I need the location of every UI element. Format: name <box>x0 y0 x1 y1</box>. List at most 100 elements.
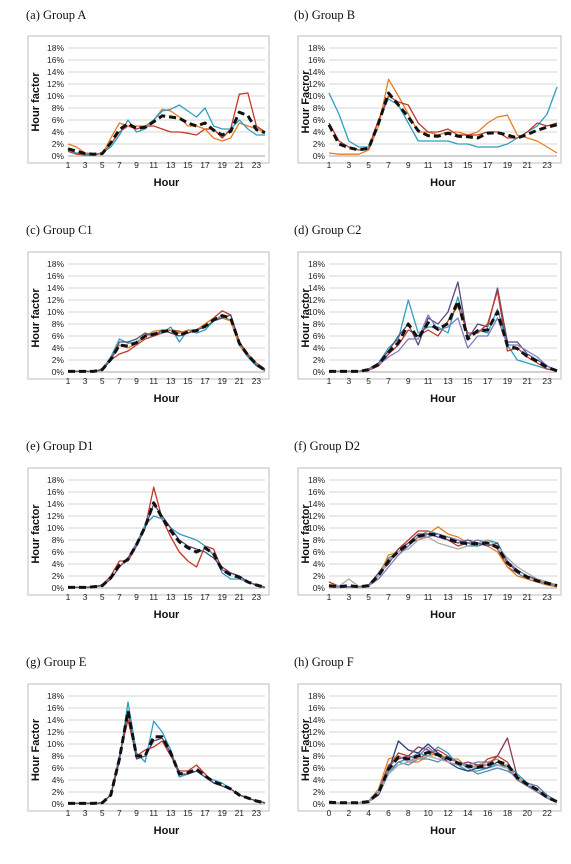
chart-title: (h) Group F <box>294 655 354 669</box>
x-tick-label: 11 <box>149 808 158 818</box>
x-tick-label: 7 <box>117 592 122 602</box>
y-tick-label: 14% <box>47 67 64 77</box>
y-tick-label: 0% <box>52 151 65 161</box>
y-tick-label: 18% <box>308 691 325 701</box>
x-tick-label: 17 <box>200 592 210 602</box>
chart-group-a: 0%2%4%6%8%10%12%14%16%18%1 3 5 7 9 11 13 15 17 19… <box>27 35 270 189</box>
x-axis-label: Hour <box>154 177 180 189</box>
series-average-line <box>329 299 558 373</box>
y-tick-label: 6% <box>52 115 65 125</box>
x-tick-label: 19 <box>217 376 227 386</box>
y-tick-label: 2% <box>313 571 326 581</box>
x-tick-label: 17 <box>483 160 493 170</box>
y-axis-label: Hour factor <box>300 504 312 564</box>
y-tick-label: 12% <box>47 511 64 521</box>
y-tick-label: 8% <box>52 319 65 329</box>
x-tick-label: 19 <box>503 592 513 602</box>
x-axis-label: Hour <box>154 825 180 837</box>
x-tick-label: 3 <box>83 376 88 386</box>
y-tick-label: 8% <box>52 103 65 113</box>
x-tick-label: 23 <box>252 376 262 386</box>
x-tick-label: 15 <box>463 592 473 602</box>
x-tick-label: 16 <box>483 808 493 818</box>
y-tick-label: 8% <box>313 319 326 329</box>
y-tick-label: 12% <box>308 511 325 521</box>
series-average-line <box>327 91 558 152</box>
x-tick-label: 9 <box>406 160 411 170</box>
x-tick-label: 23 <box>542 160 552 170</box>
x-tick-label: 11 <box>424 592 433 602</box>
x-tick-label: 5 <box>100 592 105 602</box>
y-tick-label: 12% <box>47 727 64 737</box>
chart-title: (b) Group B <box>294 8 356 22</box>
y-tick-label: 16% <box>308 271 325 281</box>
x-tick-label: 12 <box>443 808 453 818</box>
y-tick-label: 6% <box>313 763 326 773</box>
y-axis-label: Hour Facror <box>300 70 312 134</box>
chart-group-d1: 0%2%4%6%8%10%12%14%16%18%1 3 5 7 9 11 13 15 17 19… <box>27 467 270 621</box>
x-tick-label: 8 <box>406 808 411 818</box>
chart-title: (g) Group E <box>26 655 87 669</box>
y-axis-label: Hour factor <box>300 288 312 348</box>
y-axis-label: Hour factor <box>30 72 42 132</box>
y-tick-label: 18% <box>47 475 64 485</box>
x-tick-label: 15 <box>463 160 473 170</box>
y-tick-label: 0% <box>313 583 326 593</box>
series-average-line <box>68 709 266 805</box>
y-tick-label: 8% <box>313 535 326 545</box>
y-tick-label: 8% <box>52 751 65 761</box>
panel-group-b: (b) Group B 0% 2% 4% 6% 8% 10% 12% 14% 16% 18% 1 3 5… <box>285 0 571 216</box>
y-tick-label: 6% <box>52 763 65 773</box>
x-axis-label: Hour <box>430 609 456 621</box>
y-axis-label: Hour factor <box>30 288 42 348</box>
x-tick-label: 3 <box>83 592 88 602</box>
chart-frame <box>27 35 270 164</box>
x-tick-label: 15 <box>183 160 193 170</box>
y-tick-label: 18% <box>308 259 325 269</box>
x-tick-label: 5 <box>100 160 105 170</box>
chart-group-b: 0%2%4%6%8%10%12%14%16%18%1 3 5 7 9 11 13 15 17 19… <box>297 35 562 189</box>
x-tick-label: 7 <box>386 376 391 386</box>
x-tick-label: 18 <box>503 808 513 818</box>
y-tick-label: 2% <box>52 139 65 149</box>
x-tick-label: 9 <box>406 376 411 386</box>
y-tick-label: 4% <box>313 559 326 569</box>
y-tick-label: 0% <box>52 583 65 593</box>
y-tick-label: 14% <box>47 715 64 725</box>
y-tick-label: 10% <box>308 91 325 101</box>
y-tick-label: 16% <box>47 271 64 281</box>
x-axis-label: Hour <box>154 393 180 405</box>
x-tick-label: 7 <box>117 160 122 170</box>
y-tick-label: 8% <box>313 103 326 113</box>
series-average-line <box>68 501 266 589</box>
chart-title: (e) Group D1 <box>26 439 94 453</box>
x-axis-label: Hour <box>430 177 456 189</box>
y-tick-label: 6% <box>313 547 326 557</box>
x-tick-label: 3 <box>346 592 351 602</box>
y-tick-label: 6% <box>313 115 326 125</box>
x-tick-label: 17 <box>200 808 210 818</box>
x-axis-label: Hour <box>154 609 180 621</box>
x-tick-label: 13 <box>443 592 453 602</box>
x-tick-label: 14 <box>463 808 473 818</box>
chart-group-f: 0% 2% 4% 6% 8% 10% 12% 14% 16% 18% 0 2 4 6 8 10 12 14 16 18… <box>297 683 562 837</box>
y-tick-label: 14% <box>308 283 325 293</box>
y-tick-label: 16% <box>47 487 64 497</box>
y-tick-label: 14% <box>308 715 325 725</box>
y-tick-label: 14% <box>308 499 325 509</box>
x-tick-label: 9 <box>134 808 139 818</box>
y-tick-label: 0% <box>52 799 65 809</box>
y-tick-label: 4% <box>313 775 326 785</box>
y-tick-label: 4% <box>52 559 65 569</box>
x-tick-label: 0 <box>327 808 332 818</box>
x-tick-label: 1 <box>327 376 332 386</box>
y-tick-label: 2% <box>52 571 65 581</box>
panel-group-d2: (f) Group D2 0% 2% 4% 6% 8% 10% 12% 14% 16% 18% 1 3… <box>285 432 571 648</box>
chart-group-e: 0%2%4%6%8%10%12%14%16%18%1 3 5 7 9 11 13 15 17 19… <box>27 683 270 837</box>
y-tick-label: 2% <box>313 355 326 365</box>
x-tick-label: 11 <box>424 160 433 170</box>
x-tick-label: 7 <box>386 592 391 602</box>
x-tick-label: 1 <box>66 160 71 170</box>
y-tick-label: 12% <box>308 79 325 89</box>
y-tick-label: 12% <box>308 295 325 305</box>
